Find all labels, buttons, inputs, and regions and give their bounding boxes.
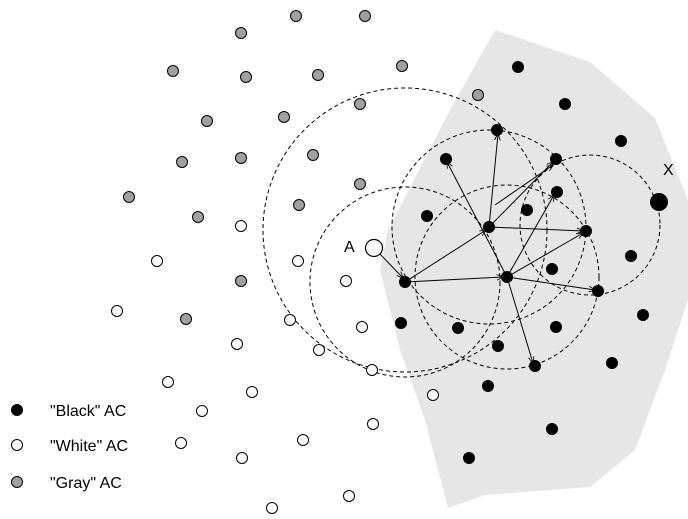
white-ac — [292, 255, 304, 267]
arrow — [494, 165, 553, 206]
range-circle — [309, 186, 501, 378]
white-acs — [111, 220, 439, 514]
black-ac — [606, 357, 618, 369]
gray-ac — [290, 10, 302, 22]
white-ac — [367, 418, 379, 430]
white-ac — [297, 434, 309, 446]
black-ac — [492, 340, 504, 352]
legend-white-marker — [11, 439, 23, 451]
black-ac — [637, 309, 649, 321]
white-ac — [427, 389, 439, 401]
gray-ac — [240, 71, 252, 83]
gray-ac — [278, 111, 290, 123]
node-a-label: A — [344, 239, 355, 256]
legend-gray-label: "Gray" AC — [50, 475, 122, 492]
black-acs — [395, 61, 649, 464]
arrow — [506, 195, 554, 278]
gray-ac — [354, 178, 366, 190]
legend-black-marker — [11, 404, 23, 416]
black-ac — [546, 263, 558, 275]
white-ac — [151, 255, 163, 267]
arrow — [506, 233, 583, 278]
black-ac — [546, 423, 558, 435]
node-x — [650, 193, 668, 211]
gray-ac — [167, 65, 179, 77]
black-ac — [615, 135, 627, 147]
arrow — [506, 276, 595, 290]
black-ac — [452, 322, 464, 334]
range-circle — [262, 87, 548, 373]
black-ac — [550, 321, 562, 333]
black-ac — [580, 225, 592, 237]
gray-ac — [176, 156, 188, 168]
black-ac — [395, 317, 407, 329]
white-ac — [266, 502, 278, 514]
arrow — [404, 277, 503, 283]
gray-ac — [123, 191, 135, 203]
black-ac — [491, 124, 503, 136]
gray-ac — [472, 89, 484, 101]
white-ac — [175, 437, 187, 449]
white-ac — [366, 364, 378, 376]
gray-ac — [359, 10, 371, 22]
legend-black-label: "Black" AC — [50, 403, 126, 420]
range-circle — [414, 184, 600, 370]
range-circle — [519, 154, 661, 296]
white-ac — [284, 314, 296, 326]
gray-ac — [293, 199, 305, 211]
white-ac — [196, 405, 208, 417]
white-ac — [162, 376, 174, 388]
black-ac — [559, 98, 571, 110]
white-ac — [235, 220, 247, 232]
gray-acs — [123, 10, 484, 325]
arrow — [506, 276, 533, 363]
gray-ac — [235, 275, 247, 287]
node-a — [364, 238, 384, 258]
arrow — [379, 253, 403, 278]
black-ac — [482, 380, 494, 392]
white-ac — [231, 338, 243, 350]
black-ac-region — [380, 30, 688, 508]
gray-ac — [235, 27, 247, 39]
white-ac — [343, 490, 355, 502]
white-ac — [236, 452, 248, 464]
black-ac — [512, 61, 524, 73]
arrow — [488, 134, 498, 228]
gray-ac — [354, 98, 366, 110]
legend: "Black" AC "White" AC "Gray" AC — [11, 403, 128, 492]
black-ac — [440, 153, 452, 165]
gray-ac — [396, 60, 408, 72]
white-ac — [356, 321, 368, 333]
black-ac — [529, 360, 541, 372]
arrow — [404, 230, 486, 283]
black-ac — [625, 250, 637, 262]
black-ac — [501, 271, 513, 283]
black-ac — [483, 221, 495, 233]
gray-ac — [307, 149, 319, 161]
black-ac — [521, 204, 533, 216]
gray-ac — [201, 115, 213, 127]
gray-ac — [192, 211, 204, 223]
black-ac — [399, 276, 411, 288]
black-ac — [550, 153, 562, 165]
arrows — [379, 134, 595, 363]
legend-gray-marker — [11, 476, 23, 488]
gray-ac — [312, 69, 324, 81]
legend-white-label: "White" AC — [50, 438, 128, 455]
black-ac — [592, 285, 604, 297]
gray-ac — [235, 152, 247, 164]
black-ac — [551, 186, 563, 198]
arrow — [488, 226, 583, 231]
black-ac — [421, 210, 433, 222]
node-x-label: X — [663, 162, 674, 179]
white-ac — [313, 344, 325, 356]
arrow — [447, 162, 508, 278]
white-ac — [340, 275, 352, 287]
white-ac — [246, 386, 258, 398]
black-ac — [463, 452, 475, 464]
gray-ac — [180, 313, 192, 325]
white-ac — [111, 305, 123, 317]
